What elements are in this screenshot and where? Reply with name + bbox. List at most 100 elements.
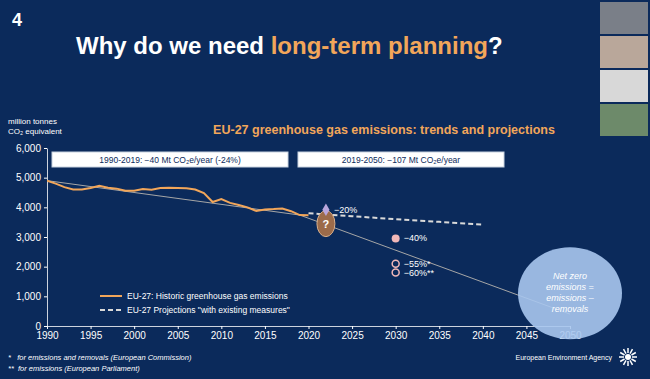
slide: 4 Why do we need long-term planning? EU-27… xyxy=(0,0,650,379)
x-tick-label: 1995 xyxy=(80,330,103,341)
x-tick: 2030 xyxy=(385,326,408,341)
legend-swatch xyxy=(100,309,122,311)
x-tick-mark xyxy=(396,326,397,329)
x-tick-label: 2025 xyxy=(341,330,364,341)
x-tick-label: 2035 xyxy=(429,330,452,341)
x-tick-mark xyxy=(134,326,135,329)
slide-title: Why do we need long-term planning? xyxy=(76,32,503,59)
y-tick-mark xyxy=(44,207,47,208)
logo xyxy=(619,348,637,366)
video-thumbnail xyxy=(600,2,648,34)
logo-ray xyxy=(620,359,624,362)
x-tick-mark xyxy=(439,326,440,329)
target-marker xyxy=(322,203,329,215)
period-label: 2019-2050: −107 Mt CO₂e/year xyxy=(342,155,461,165)
logo-ray xyxy=(630,360,633,364)
y-tick-mark xyxy=(44,237,47,238)
legend: EU-27: Historic greenhouse gas emissions… xyxy=(100,291,290,315)
x-tick: 2010 xyxy=(211,326,234,341)
x-tick: 2020 xyxy=(298,326,321,341)
annotation-text: ? xyxy=(323,218,330,230)
x-tick-label: 2040 xyxy=(472,330,495,341)
y-tick-mark xyxy=(44,267,47,268)
title-part: long-term planning xyxy=(271,32,488,59)
y-tick: 3,000 xyxy=(16,232,47,243)
logo-ray xyxy=(619,356,624,358)
y-tick: 1,000 xyxy=(16,291,47,302)
x-tick-label: 2030 xyxy=(385,330,408,341)
logo-ray xyxy=(624,360,627,364)
logo-ray xyxy=(631,359,635,362)
annotation-text: emissions = xyxy=(546,282,594,292)
y-tick-mark xyxy=(44,326,47,327)
x-tick-mark xyxy=(178,326,179,329)
video-thumbnail xyxy=(600,36,648,68)
video-thumbnail xyxy=(600,104,648,136)
y-tick: 2,000 xyxy=(16,261,47,272)
legend-label: EU-27: Historic greenhouse gas emissions xyxy=(127,291,288,301)
x-tick-mark xyxy=(47,326,48,329)
y-tick-mark xyxy=(44,296,47,297)
annotation-text: emissions – xyxy=(546,293,595,303)
x-tick: 2040 xyxy=(472,326,495,341)
logo-ray xyxy=(624,349,627,353)
y-tick-label: 5,000 xyxy=(16,172,41,183)
y-tick: 4,000 xyxy=(16,202,47,213)
logo-ray xyxy=(630,349,633,353)
x-tick-label: 2005 xyxy=(167,330,190,341)
x-tick-label: 2015 xyxy=(254,330,277,341)
x-tick-label: 2045 xyxy=(516,330,539,341)
x-tick: 2000 xyxy=(124,326,147,341)
x-tick: 2025 xyxy=(341,326,364,341)
target-markers xyxy=(322,203,399,276)
period-label: 1990-2019: −40 Mt CO₂e/year (-24%) xyxy=(99,155,241,165)
y-tick-label: 3,000 xyxy=(16,232,41,243)
y-axis-line xyxy=(47,149,48,327)
x-tick-label: 1990 xyxy=(36,330,59,341)
logo-ray xyxy=(627,361,629,366)
y-tick-mark xyxy=(44,178,47,179)
x-tick-mark xyxy=(483,326,484,329)
title-part: ? xyxy=(488,32,503,59)
x-tick: 1995 xyxy=(80,326,103,341)
x-axis: 1990 1995 2000 2005 2010 2015 2020 2025 2030 2035… xyxy=(36,326,582,341)
x-tick-mark xyxy=(265,326,266,329)
slide-number: 4 xyxy=(12,10,22,30)
y-tick-label: 1,000 xyxy=(16,291,41,302)
legend-label: EU-27 Projections "with existing measure… xyxy=(127,305,290,315)
annotation-text: removals xyxy=(552,304,589,314)
y-tick-mark xyxy=(44,148,47,149)
series-line xyxy=(47,181,570,315)
source: European Environment Agency xyxy=(515,354,612,362)
plot-area xyxy=(47,181,570,315)
target-marker xyxy=(392,260,399,267)
x-tick-label: 2000 xyxy=(124,330,147,341)
y-tick-label: 4,000 xyxy=(16,202,41,213)
y-tick-label: 2,000 xyxy=(16,261,41,272)
logo-core xyxy=(625,354,631,360)
series-line xyxy=(47,181,309,216)
x-tick: 2045 xyxy=(516,326,539,341)
x-tick-mark xyxy=(526,326,527,329)
annotation-ellipse xyxy=(518,247,622,339)
x-tick-label: 2020 xyxy=(298,330,321,341)
footnote: ** for emissions (European Parliament) xyxy=(8,364,140,373)
y-axis-title: million tonnes xyxy=(8,117,57,126)
title-part: Why do we need xyxy=(76,32,271,59)
y-axis-title: CO₂ equivalent xyxy=(8,127,63,136)
logo-ray xyxy=(627,348,629,353)
y-tick-label: 6,000 xyxy=(16,143,41,154)
x-tick-label: 2010 xyxy=(211,330,234,341)
x-tick: 2005 xyxy=(167,326,190,341)
y-tick: 5,000 xyxy=(16,172,47,183)
background xyxy=(0,0,650,379)
y-tick: 6,000 xyxy=(16,143,47,154)
y-axis: 01,0002,0003,0004,0005,0006,000 xyxy=(16,143,48,332)
annotation-text: Net zero xyxy=(553,271,587,281)
logo-ray xyxy=(632,356,637,358)
x-tick-mark xyxy=(309,326,310,329)
target-label: −60%** xyxy=(404,268,435,278)
chart-title: EU-27 greenhouse gas emissions: trends a… xyxy=(213,123,555,137)
period-box xyxy=(52,152,288,167)
logo-ray xyxy=(631,353,635,356)
